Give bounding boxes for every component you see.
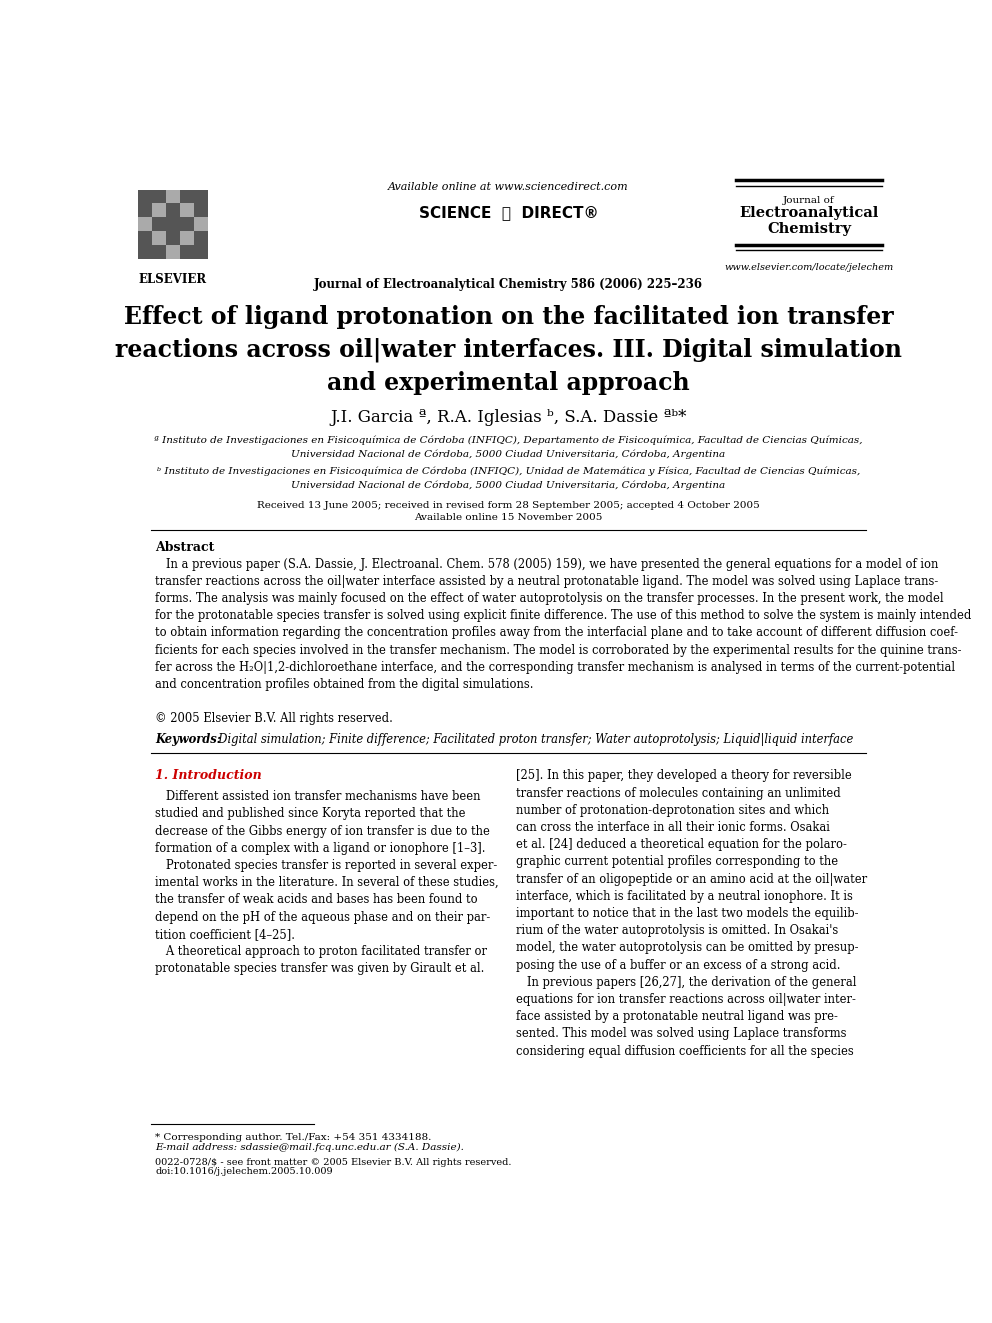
- Bar: [180, 232, 193, 245]
- Text: Available online 15 November 2005: Available online 15 November 2005: [415, 513, 602, 523]
- Text: Journal of Electroanalytical Chemistry 586 (2006) 225–236: Journal of Electroanalytical Chemistry 5…: [313, 278, 703, 291]
- Text: Chemistry: Chemistry: [767, 222, 851, 235]
- Text: Electroanalytical: Electroanalytical: [739, 206, 879, 221]
- Bar: [152, 189, 166, 204]
- Bar: [152, 232, 166, 245]
- Text: Journal of: Journal of: [784, 196, 835, 205]
- Text: © 2005 Elsevier B.V. All rights reserved.: © 2005 Elsevier B.V. All rights reserved…: [155, 712, 393, 725]
- Text: E-mail address: sdassie@mail.fcq.unc.edu.ar (S.A. Dassie).: E-mail address: sdassie@mail.fcq.unc.edu…: [155, 1143, 464, 1152]
- Text: Abstract: Abstract: [155, 541, 214, 554]
- Text: ª Instituto de Investigaciones en Fisicoquímica de Córdoba (INFIQC), Departament: ª Instituto de Investigaciones en Fisico…: [154, 437, 863, 459]
- Text: Received 13 June 2005; received in revised form 28 September 2005; accepted 4 Oc: Received 13 June 2005; received in revis…: [257, 501, 760, 511]
- Bar: [193, 232, 207, 245]
- Bar: [180, 204, 193, 217]
- Text: 1. Introduction: 1. Introduction: [155, 770, 262, 782]
- Text: SCIENCE  ⓓ  DIRECT®: SCIENCE ⓓ DIRECT®: [419, 205, 598, 220]
- Bar: [138, 189, 152, 204]
- Bar: [152, 217, 166, 232]
- Text: In a previous paper (S.A. Dassie, J. Electroanal. Chem. 578 (2005) 159), we have: In a previous paper (S.A. Dassie, J. Ele…: [155, 557, 971, 691]
- Bar: [166, 204, 180, 217]
- Bar: [166, 217, 180, 232]
- Bar: [166, 189, 180, 204]
- Text: Digital simulation; Finite difference; Facilitated proton transfer; Water autopr: Digital simulation; Finite difference; F…: [210, 733, 853, 746]
- Text: Effect of ligand protonation on the facilitated ion transfer
reactions across oi: Effect of ligand protonation on the faci…: [115, 306, 902, 394]
- Text: Different assisted ion transfer mechanisms have been
studied and published since: Different assisted ion transfer mechanis…: [155, 790, 499, 975]
- Bar: [180, 245, 193, 259]
- Bar: [166, 245, 180, 259]
- Text: doi:10.1016/j.jelechem.2005.10.009: doi:10.1016/j.jelechem.2005.10.009: [155, 1167, 332, 1176]
- Bar: [152, 245, 166, 259]
- Text: ELSEVIER: ELSEVIER: [139, 273, 207, 286]
- Bar: [193, 189, 207, 204]
- Text: www.elsevier.com/locate/jelechem: www.elsevier.com/locate/jelechem: [724, 263, 894, 271]
- Bar: [138, 204, 152, 217]
- Bar: [193, 217, 207, 232]
- Bar: [152, 204, 166, 217]
- Text: 0022-0728/$ - see front matter © 2005 Elsevier B.V. All rights reserved.: 0022-0728/$ - see front matter © 2005 El…: [155, 1158, 512, 1167]
- Bar: [193, 204, 207, 217]
- Bar: [180, 189, 193, 204]
- Text: J.I. Garcia ª, R.A. Iglesias ᵇ, S.A. Dassie ªᵇ*: J.I. Garcia ª, R.A. Iglesias ᵇ, S.A. Das…: [330, 409, 686, 426]
- Bar: [166, 232, 180, 245]
- Bar: [138, 245, 152, 259]
- Bar: [180, 217, 193, 232]
- Text: Keywords:: Keywords:: [155, 733, 221, 746]
- Text: ᵇ Instituto de Investigaciones en Fisicoquímica de Córdoba (INFIQC), Unidad de M: ᵇ Instituto de Investigaciones en Fisico…: [157, 467, 860, 490]
- Text: [25]. In this paper, they developed a theory for reversible
transfer reactions o: [25]. In this paper, they developed a th…: [516, 770, 867, 1057]
- Bar: [138, 232, 152, 245]
- Text: Available online at www.sciencedirect.com: Available online at www.sciencedirect.co…: [388, 181, 629, 192]
- Bar: [193, 245, 207, 259]
- Bar: [138, 217, 152, 232]
- Text: * Corresponding author. Tel./Fax: +54 351 4334188.: * Corresponding author. Tel./Fax: +54 35…: [155, 1132, 432, 1142]
